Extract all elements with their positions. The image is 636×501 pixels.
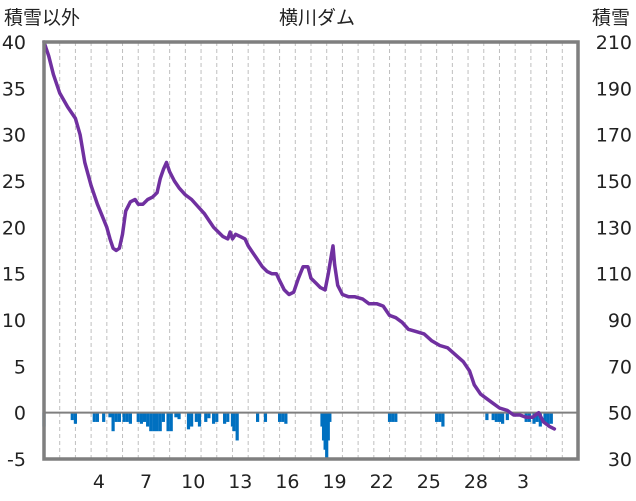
left-tick-label: 20 [2,217,26,239]
x-axis-ticks: 4 7 10 13 16 19 22 25 28 3 [93,471,529,493]
bar [326,412,330,441]
snow-depth-line [42,40,557,431]
bar [122,412,126,422]
bar [108,412,112,418]
bar [152,412,156,432]
left-tick-label: -5 [7,449,26,471]
right-tick-label: 190 [596,78,632,100]
bar [139,412,143,424]
bar [235,412,239,441]
bar [394,412,398,422]
bar [549,412,553,424]
right-tick-label: 90 [608,310,632,332]
bar [128,412,132,424]
bar [501,412,505,424]
left-tick-label: 40 [2,32,26,54]
chart-title: 横川ダム [279,7,355,29]
left-axis-ticks: 40 35 30 25 20 15 10 5 0 -5 [2,32,26,471]
left-tick-label: 35 [2,78,26,100]
bar [215,412,219,422]
bar [546,412,550,427]
x-tick-label: 3 [517,471,529,493]
bar [169,412,173,432]
left-tick-label: 10 [2,310,26,332]
bar [161,412,165,422]
bar [166,412,170,432]
bar [494,412,498,422]
bar [441,412,445,427]
bar [204,412,208,422]
x-tick-label: 4 [93,471,105,493]
bar [505,412,509,421]
bar [155,412,159,432]
bar [73,412,78,424]
bar [194,412,198,422]
bar [158,412,162,432]
bar [543,412,547,422]
x-tick-label: 28 [464,471,488,493]
right-tick-label: 50 [608,403,632,425]
plot-frame [42,40,580,461]
bar [485,412,489,421]
bar [387,412,392,422]
left-tick-label: 0 [14,403,26,425]
right-tick-label: 30 [608,449,632,471]
bar [146,412,150,427]
x-tick-label: 13 [228,471,252,493]
bar [435,412,439,422]
bar [535,412,539,422]
left-tick-label: 30 [2,125,26,147]
bar [114,412,118,422]
right-tick-label: 170 [596,125,632,147]
bar [111,412,115,432]
bar [190,412,194,427]
right-tick-label: 150 [596,171,632,193]
bar [328,412,332,422]
bar [256,412,260,422]
bar [174,412,178,418]
right-tick-label: 110 [596,264,632,286]
left-axis-label: 積雪以外 [4,7,80,29]
right-tick-label: 130 [596,217,632,239]
bar [391,412,395,422]
bar [177,412,181,420]
bar [197,412,202,427]
bar [117,412,121,422]
bar [142,412,147,422]
x-tick-label: 22 [370,471,394,493]
bar [226,412,230,422]
right-axis-ticks: 210 190 170 150 130 110 90 70 50 30 [596,32,632,471]
right-axis-label: 積雪 [592,7,630,29]
left-tick-label: 5 [14,356,26,378]
bar [212,412,216,424]
x-tick-label: 10 [181,471,205,493]
bar [125,412,129,422]
bar [207,412,211,419]
bar [136,412,140,422]
bar [70,412,74,421]
x-tick-label: 25 [417,471,441,493]
left-tick-label: 15 [2,264,26,286]
right-tick-label: 210 [596,32,632,54]
x-tick-label: 19 [322,471,346,493]
bar [102,412,106,422]
bar [438,412,442,422]
bar [223,412,227,424]
bar [491,412,495,421]
bar [95,412,99,422]
bar [149,412,153,432]
x-tick-label: 16 [275,471,299,493]
bar [92,412,96,422]
bar [186,412,191,430]
bar [281,412,285,422]
bar [497,412,502,422]
bar [232,412,236,432]
bar [277,412,282,422]
bar [284,412,288,424]
left-tick-label: 25 [2,171,26,193]
x-tick-label: 7 [140,471,152,493]
bar [263,412,268,422]
right-tick-label: 70 [608,356,632,378]
